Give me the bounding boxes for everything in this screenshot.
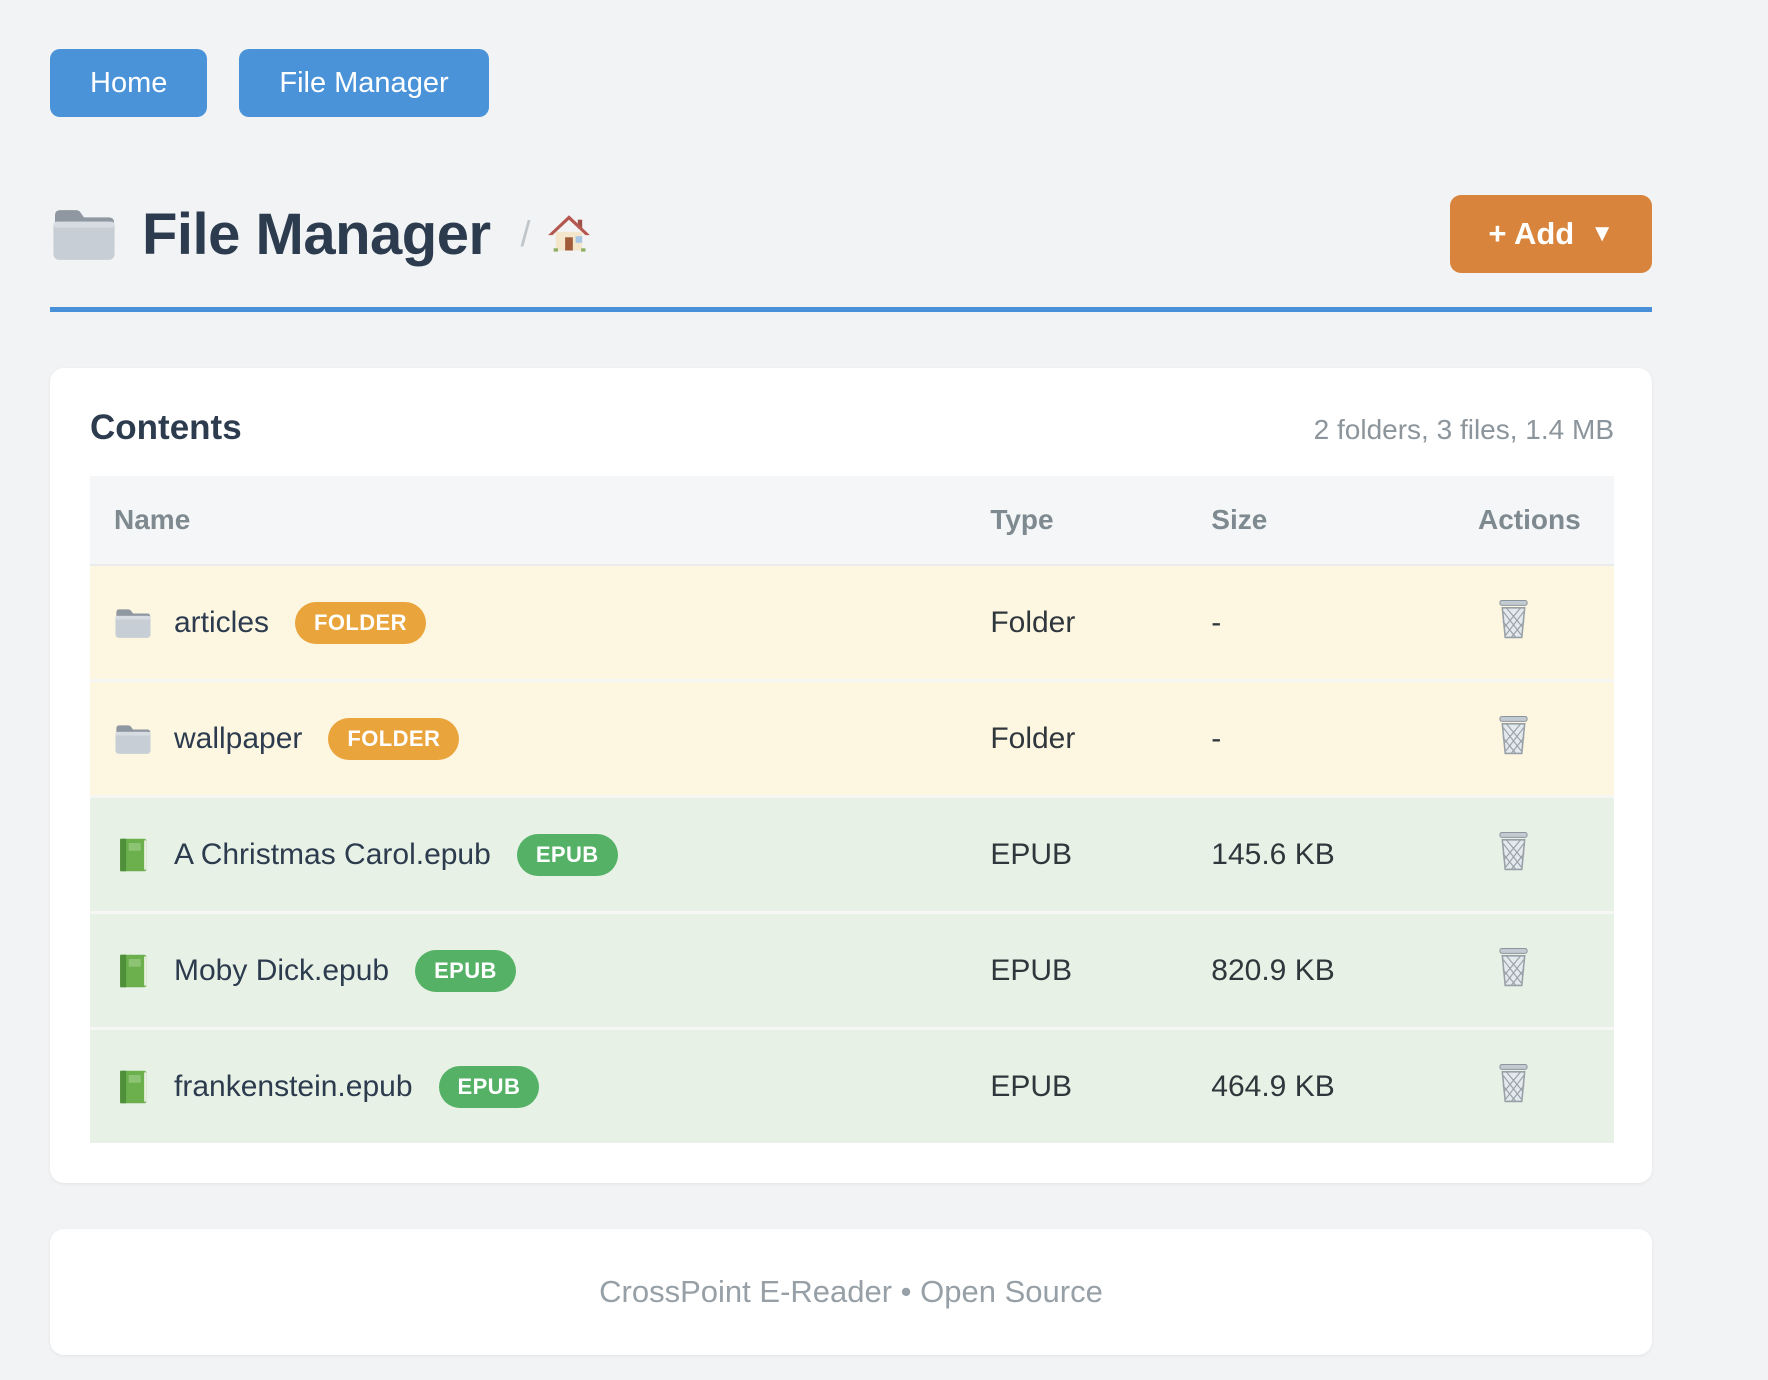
type-cell: Folder bbox=[990, 721, 1076, 755]
size-cell: 145.6 KB bbox=[1211, 837, 1335, 871]
footer-text: CrossPoint E-Reader • Open Source bbox=[599, 1274, 1103, 1309]
folder-icon bbox=[114, 605, 152, 641]
delete-button[interactable] bbox=[1496, 946, 1531, 987]
file-name-cell: wallpaper FOLDER bbox=[114, 717, 942, 760]
column-header-type: Type bbox=[966, 476, 1188, 565]
type-badge: FOLDER bbox=[328, 717, 460, 760]
add-button[interactable]: + Add ▼ bbox=[1450, 195, 1652, 273]
file-name: wallpaper bbox=[174, 721, 303, 755]
type-cell: EPUB bbox=[990, 953, 1073, 987]
column-header-name: Name bbox=[90, 476, 967, 565]
type-cell: EPUB bbox=[990, 837, 1073, 871]
size-cell: 464.9 KB bbox=[1211, 1069, 1335, 1103]
nav-file-manager-button[interactable]: File Manager bbox=[239, 49, 489, 117]
size-cell: - bbox=[1211, 605, 1222, 639]
table-row[interactable]: frankenstein.epub EPUB EPUB 464.9 KB bbox=[90, 1028, 1614, 1143]
file-table-body: articles FOLDER Folder - wallpaper FOLDE… bbox=[90, 565, 1614, 1143]
book-icon bbox=[114, 1069, 152, 1105]
folder-icon bbox=[114, 721, 152, 757]
title-underline-rule bbox=[50, 307, 1652, 312]
contents-card-header: Contents 2 folders, 3 files, 1.4 MB bbox=[90, 408, 1614, 448]
file-name-cell: articles FOLDER bbox=[114, 601, 942, 644]
type-badge: EPUB bbox=[415, 949, 516, 992]
size-cell: - bbox=[1211, 721, 1222, 755]
table-row[interactable]: articles FOLDER Folder - bbox=[90, 565, 1614, 681]
contents-card: Contents 2 folders, 3 files, 1.4 MB Name… bbox=[50, 368, 1652, 1183]
top-nav: Home File Manager bbox=[50, 49, 1652, 117]
chevron-down-icon: ▼ bbox=[1590, 220, 1614, 247]
footer-card: CrossPoint E-Reader • Open Source bbox=[50, 1229, 1652, 1355]
type-cell: Folder bbox=[990, 605, 1076, 639]
breadcrumb-separator: / bbox=[520, 213, 531, 254]
page-title: File Manager bbox=[142, 201, 491, 267]
page: Home File Manager File Manager / + Add ▼… bbox=[50, 0, 1652, 1355]
trash-icon bbox=[1496, 598, 1531, 639]
type-badge: EPUB bbox=[438, 1065, 540, 1108]
nav-home-button[interactable]: Home bbox=[50, 49, 208, 117]
file-table-head: Name Type Size Actions bbox=[90, 476, 1614, 565]
file-name: A Christmas Carol.epub bbox=[174, 837, 491, 871]
delete-button[interactable] bbox=[1496, 598, 1531, 639]
trash-icon bbox=[1496, 946, 1531, 987]
delete-button[interactable] bbox=[1496, 830, 1531, 871]
column-header-size: Size bbox=[1187, 476, 1454, 565]
file-table: Name Type Size Actions articles FOLDER F… bbox=[90, 476, 1614, 1143]
add-button-label: + Add bbox=[1488, 216, 1575, 251]
book-icon bbox=[114, 837, 152, 873]
table-row[interactable]: A Christmas Carol.epub EPUB EPUB 145.6 K… bbox=[90, 796, 1614, 913]
trash-icon bbox=[1496, 1062, 1531, 1103]
delete-button[interactable] bbox=[1496, 714, 1531, 755]
file-name-cell: frankenstein.epub EPUB bbox=[114, 1065, 942, 1108]
house-icon[interactable] bbox=[547, 212, 591, 256]
contents-heading: Contents bbox=[90, 408, 242, 447]
breadcrumb: / bbox=[521, 212, 591, 256]
file-name-cell: Moby Dick.epub EPUB bbox=[114, 949, 942, 992]
file-name: Moby Dick.epub bbox=[174, 953, 390, 987]
file-name: frankenstein.epub bbox=[174, 1069, 413, 1103]
file-name-cell: A Christmas Carol.epub EPUB bbox=[114, 833, 942, 876]
column-header-actions: Actions bbox=[1453, 476, 1614, 565]
contents-summary: 2 folders, 3 files, 1.4 MB bbox=[1313, 414, 1614, 445]
header-row: Name Type Size Actions bbox=[90, 476, 1614, 565]
book-icon bbox=[114, 953, 152, 989]
folder-icon bbox=[50, 205, 118, 263]
size-cell: 820.9 KB bbox=[1211, 953, 1335, 987]
trash-icon bbox=[1496, 714, 1531, 755]
title-row: File Manager / + Add ▼ bbox=[50, 195, 1652, 273]
table-row[interactable]: Moby Dick.epub EPUB EPUB 820.9 KB bbox=[90, 912, 1614, 1029]
table-row[interactable]: wallpaper FOLDER Folder - bbox=[90, 680, 1614, 797]
type-badge: EPUB bbox=[516, 833, 618, 876]
type-cell: EPUB bbox=[990, 1069, 1073, 1103]
type-badge: FOLDER bbox=[295, 601, 426, 644]
trash-icon bbox=[1496, 830, 1531, 871]
delete-button[interactable] bbox=[1496, 1062, 1531, 1103]
file-name: articles bbox=[174, 605, 270, 639]
